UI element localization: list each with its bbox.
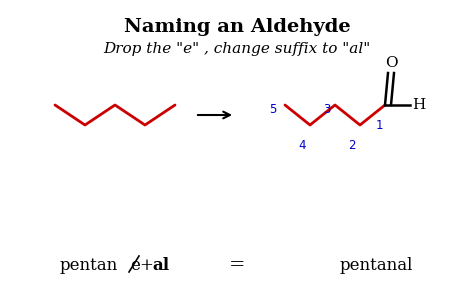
Text: 2: 2	[348, 139, 356, 152]
Text: O: O	[385, 56, 397, 70]
Text: +: +	[140, 256, 159, 273]
Text: al: al	[152, 256, 169, 273]
Text: Naming an Aldehyde: Naming an Aldehyde	[124, 18, 350, 36]
Text: pentanal: pentanal	[340, 256, 413, 273]
Text: =: =	[229, 256, 245, 274]
Text: 5: 5	[269, 103, 277, 116]
Text: 1: 1	[375, 119, 383, 132]
Text: Drop the "e" , change suffix to "al": Drop the "e" , change suffix to "al"	[103, 42, 371, 56]
Text: H: H	[412, 98, 425, 112]
Text: 3: 3	[323, 103, 331, 116]
Text: e: e	[130, 256, 140, 273]
Text: pentan: pentan	[60, 256, 118, 273]
Text: 4: 4	[298, 139, 306, 152]
